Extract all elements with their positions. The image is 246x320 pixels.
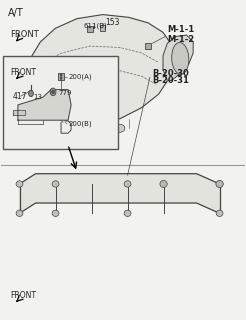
Text: B-20-30: B-20-30 [152, 69, 189, 78]
Ellipse shape [63, 124, 73, 132]
Polygon shape [18, 90, 71, 120]
Circle shape [50, 88, 56, 96]
Ellipse shape [124, 210, 131, 216]
Text: A/T: A/T [8, 8, 24, 18]
Text: FRONT: FRONT [11, 291, 36, 300]
Ellipse shape [52, 181, 59, 187]
Bar [87, 27, 93, 32]
Ellipse shape [216, 210, 223, 216]
Bar [145, 43, 151, 49]
Ellipse shape [160, 180, 167, 188]
Ellipse shape [16, 181, 23, 187]
Text: M-1-2: M-1-2 [167, 35, 195, 44]
Text: 13: 13 [33, 93, 42, 100]
Ellipse shape [216, 181, 223, 187]
Ellipse shape [115, 124, 125, 132]
Ellipse shape [89, 124, 99, 132]
Text: 417: 417 [12, 92, 27, 101]
Text: B-20-31: B-20-31 [152, 76, 189, 85]
Circle shape [20, 84, 26, 91]
Text: M-1-1: M-1-1 [167, 25, 195, 34]
Ellipse shape [52, 210, 59, 216]
Circle shape [52, 90, 55, 94]
Polygon shape [12, 78, 30, 97]
Polygon shape [163, 35, 193, 80]
Bar [100, 25, 105, 31]
Polygon shape [25, 15, 174, 124]
Circle shape [60, 77, 62, 79]
Text: FRONT: FRONT [11, 68, 36, 77]
Polygon shape [13, 110, 25, 115]
Text: 200(B): 200(B) [68, 121, 92, 127]
Bar [3, 56, 118, 149]
Bar [58, 73, 64, 80]
Ellipse shape [216, 180, 223, 188]
Text: 153: 153 [105, 18, 120, 27]
Ellipse shape [16, 210, 23, 216]
Circle shape [29, 90, 33, 97]
Text: 611(B): 611(B) [83, 23, 107, 29]
Text: FRONT: FRONT [11, 30, 39, 39]
Polygon shape [19, 174, 220, 213]
Ellipse shape [124, 181, 131, 187]
Text: 200(A): 200(A) [68, 73, 92, 80]
Ellipse shape [172, 43, 189, 74]
Text: 779: 779 [58, 91, 72, 96]
Circle shape [60, 74, 62, 76]
